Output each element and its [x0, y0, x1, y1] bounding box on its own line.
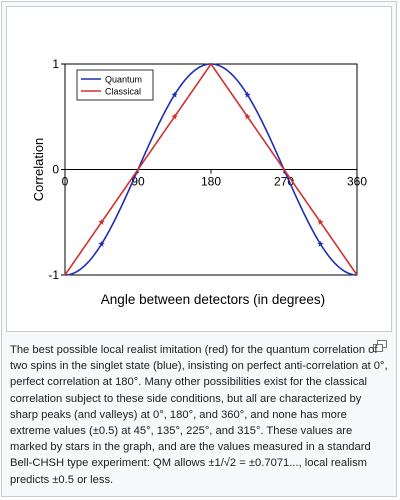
- star-marker-classical: [317, 218, 324, 225]
- chart-image[interactable]: 0 90 180 270 360 -1 0 1 Angle between detectors …: [6, 6, 392, 332]
- y-tick-label: 1: [52, 57, 59, 71]
- star-marker-classical: [98, 218, 105, 225]
- figure-caption: The best possible local realist imitatio…: [10, 344, 388, 486]
- star-marker-quantum: [317, 240, 324, 247]
- y-axis-label: Correlation: [31, 138, 46, 202]
- legend-box: [76, 69, 154, 101]
- y-tick-label: 0: [52, 163, 59, 177]
- star-marker-quantum: [244, 91, 251, 98]
- x-tick-label: 0: [62, 175, 69, 189]
- legend-label: Quantum: [105, 75, 142, 85]
- series-line-classical: [64, 62, 358, 276]
- legend-label: Classical: [105, 87, 141, 97]
- star-marker-classical: [244, 113, 251, 120]
- enlarge-icon[interactable]: [373, 340, 387, 352]
- x-tick-label: 180: [201, 175, 221, 189]
- star-marker-quantum: [171, 91, 178, 98]
- star-marker-quantum: [98, 240, 105, 247]
- star-marker-classical: [171, 113, 178, 120]
- y-tick-label: -1: [48, 268, 59, 282]
- x-axis-label: Angle between detectors (in degrees): [101, 292, 325, 307]
- x-tick-label: 360: [347, 175, 367, 189]
